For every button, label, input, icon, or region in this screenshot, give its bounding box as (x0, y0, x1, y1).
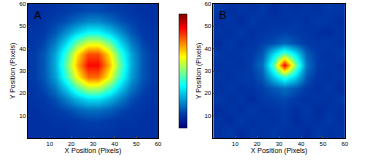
svg-text:40: 40 (298, 141, 305, 147)
svg-text:10: 10 (204, 113, 211, 119)
svg-text:60: 60 (19, 1, 26, 7)
svg-text:30: 30 (204, 68, 211, 74)
svg-text:20: 20 (204, 90, 211, 96)
svg-text:20: 20 (19, 90, 26, 96)
svg-text:X Position (Pixels): X Position (Pixels) (251, 147, 308, 155)
svg-text:40: 40 (204, 46, 211, 52)
svg-text:Y Position (Pixels): Y Position (Pixels) (9, 43, 17, 100)
svg-text:60: 60 (342, 141, 349, 147)
svg-text:20: 20 (68, 141, 75, 147)
svg-text:B: B (219, 9, 226, 21)
svg-text:30: 30 (276, 141, 283, 147)
svg-text:30: 30 (90, 141, 97, 147)
svg-text:50: 50 (19, 23, 26, 29)
svg-text:40: 40 (19, 46, 26, 52)
svg-text:30: 30 (19, 68, 26, 74)
svg-text:40: 40 (111, 141, 118, 147)
svg-text:20: 20 (254, 141, 261, 147)
svg-text:A: A (34, 9, 42, 21)
svg-text:50: 50 (204, 23, 211, 29)
svg-text:50: 50 (133, 141, 140, 147)
svg-text:10: 10 (46, 141, 53, 147)
svg-text:10: 10 (19, 113, 26, 119)
svg-text:60: 60 (204, 1, 211, 7)
svg-text:60: 60 (155, 141, 162, 147)
svg-text:X Position (Pixels): X Position (Pixels) (65, 147, 122, 155)
svg-text:10: 10 (232, 141, 239, 147)
svg-text:Y Position (Pixels): Y Position (Pixels) (195, 43, 203, 100)
svg-text:50: 50 (320, 141, 327, 147)
